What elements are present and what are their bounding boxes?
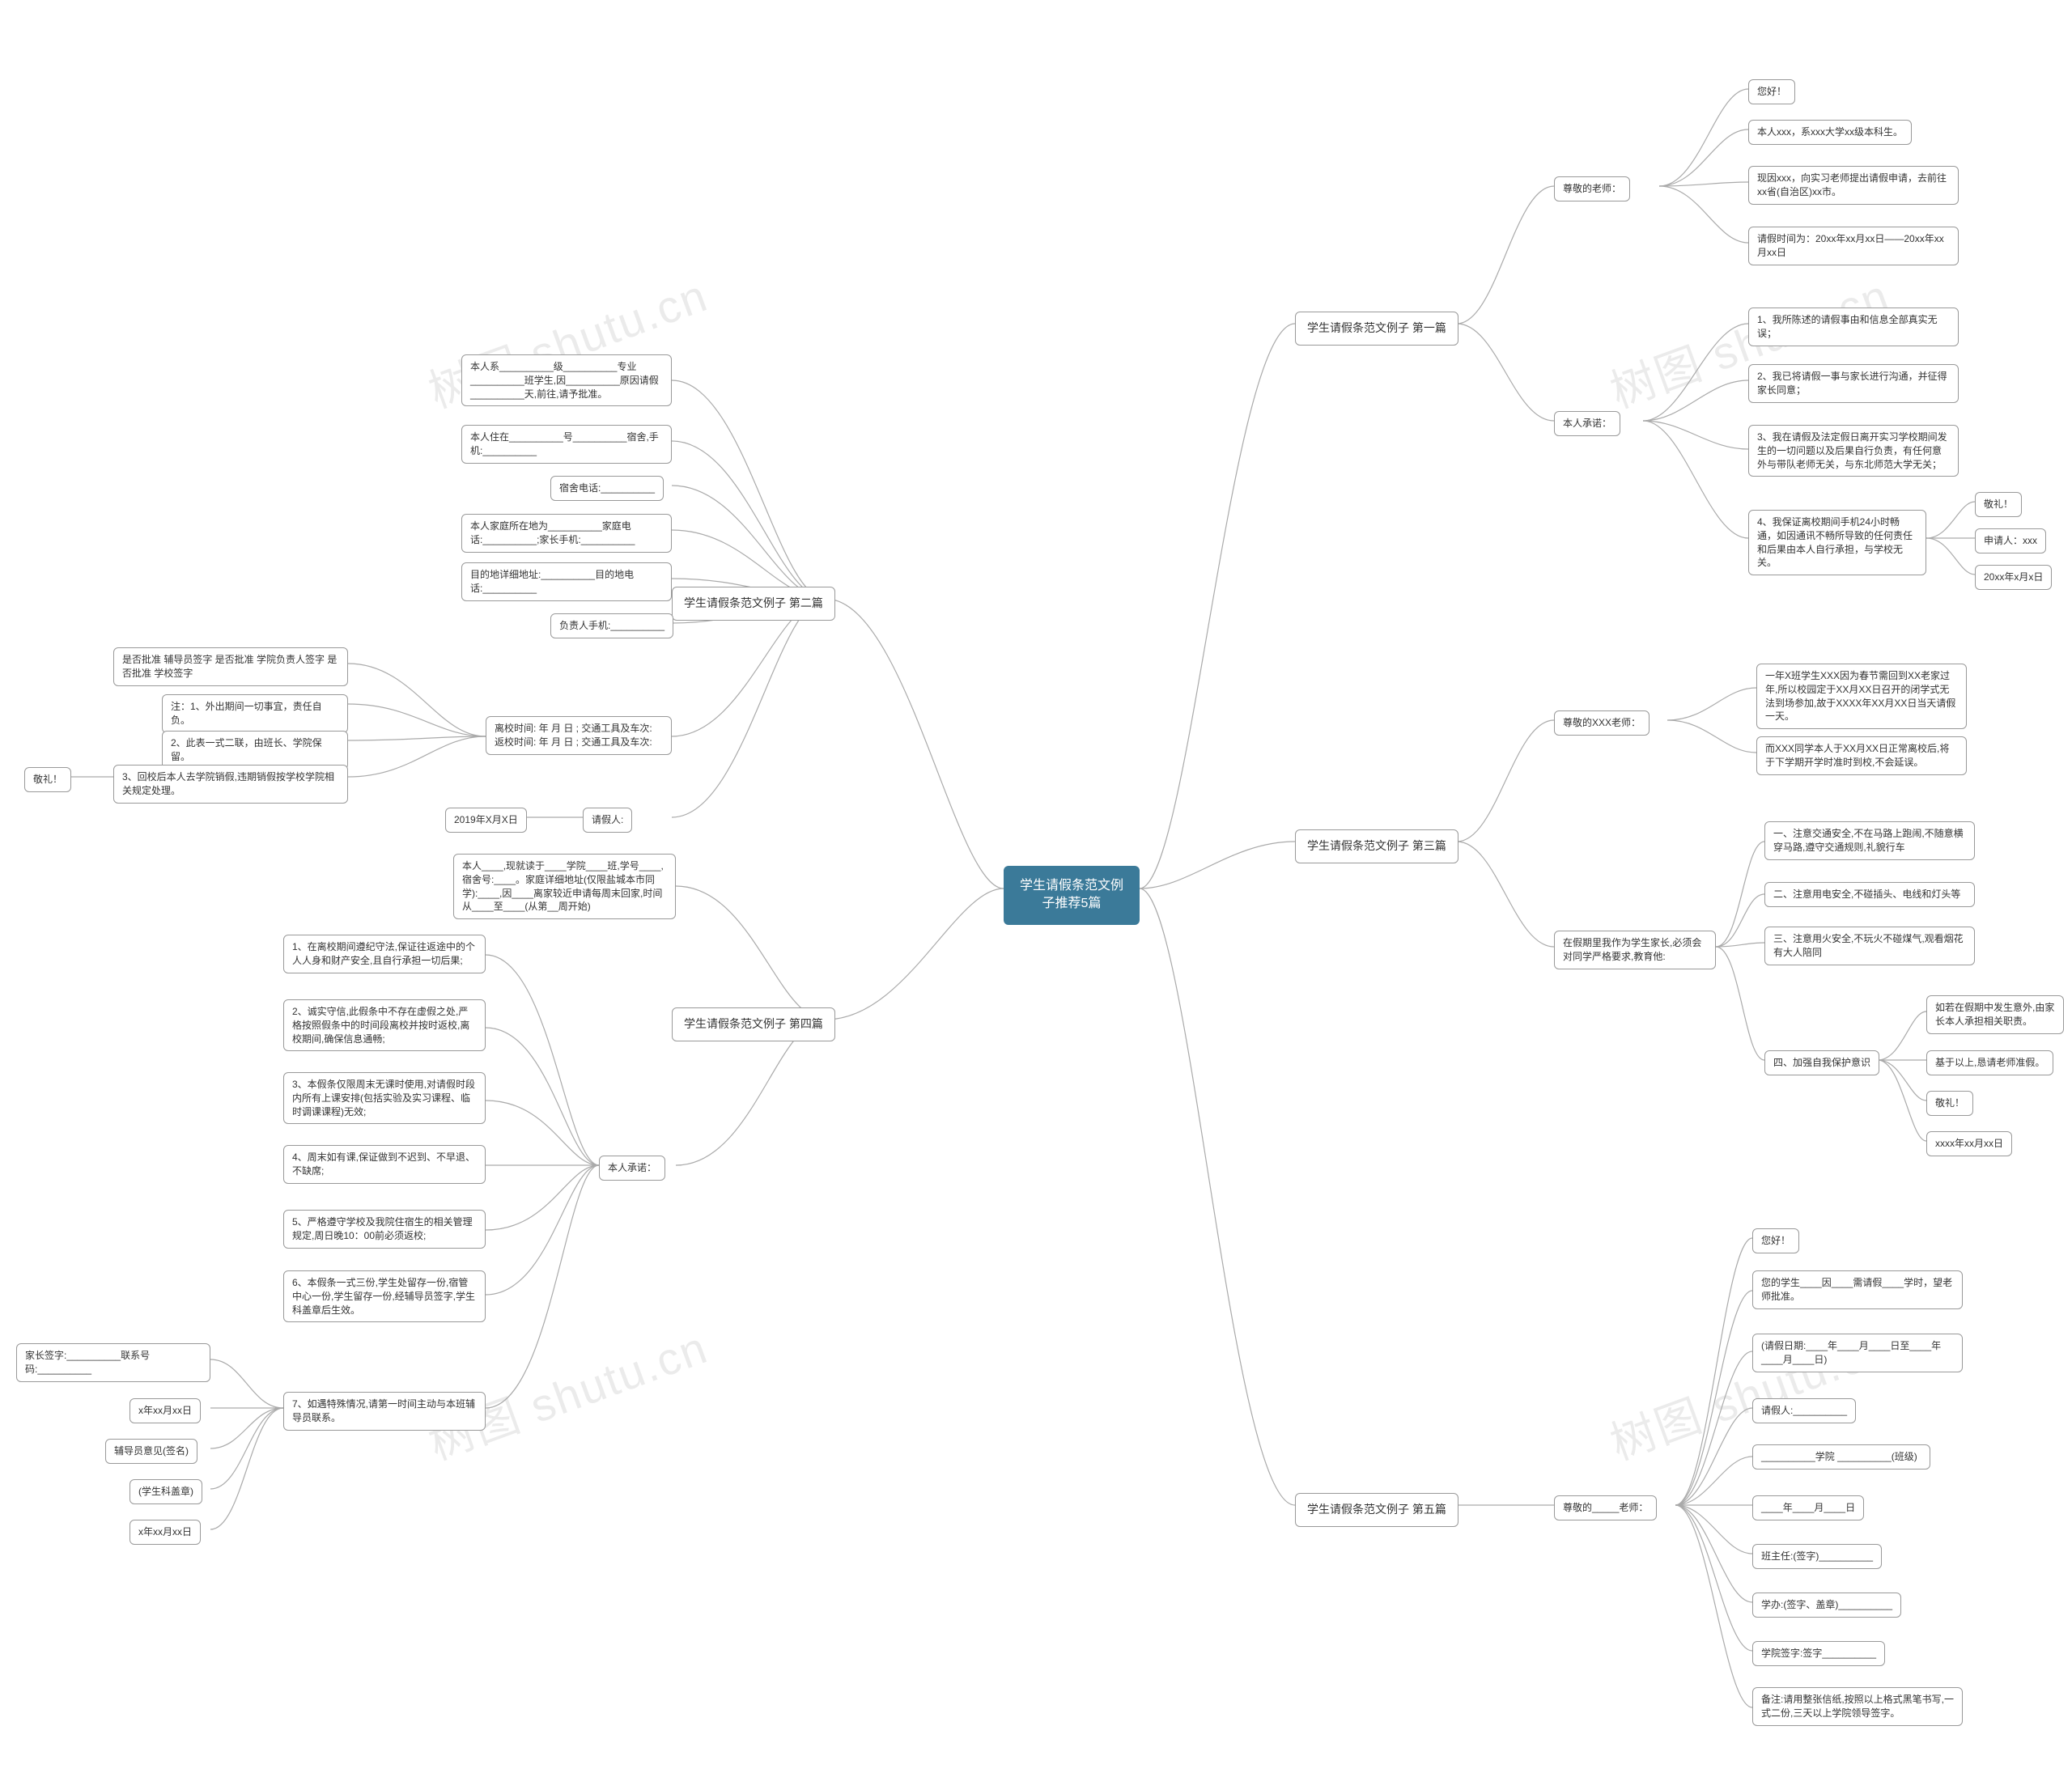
b5-c2: (请假日期:____年____月____日至____年____月____日) xyxy=(1752,1334,1963,1372)
b3-n1-c0: 一年X班学生XXX因为春节需回到XX老家过年,所以校园定于XX月XX日召开的闭学… xyxy=(1756,664,1967,729)
b4-intro: 本人____,现就读于____学院____班,学号____,宿舍号:____。家… xyxy=(453,854,676,919)
b4-n7-c1: 家长签字:__________联系号码:__________ xyxy=(16,1343,210,1382)
b2-leave-c2-1: 2、此表一式二联，由班长、学院保留。 xyxy=(162,731,348,770)
b4-promise: 本人承诺： xyxy=(599,1156,665,1181)
b2-app-c0: 2019年X月X日 xyxy=(445,808,527,833)
b1-n4-c0: 敬礼！ xyxy=(1975,492,2022,517)
b1-n4-c1: 申请人：xxx xyxy=(1975,528,2046,553)
b2-app: 请假人: xyxy=(583,808,632,833)
b4-n7-c4: x年xx月xx日 xyxy=(130,1520,201,1545)
b1-n4-c2: 20xx年x月x日 xyxy=(1975,565,2052,590)
b5-c7: 学办:(签字、盖章)__________ xyxy=(1752,1593,1901,1618)
b1-n1-c0: 您好！ xyxy=(1748,79,1795,104)
b2-leave-c1: 是否批准 辅导员签字 是否批准 学院负责人签字 是否批准 学校签字 xyxy=(113,647,348,686)
b2-leave-c2-0: 注：1、外出期间一切事宜，责任自负。 xyxy=(162,694,348,733)
b3-n4-c2: 敬礼！ xyxy=(1926,1091,1973,1116)
b1-teacher: 尊敬的老师： xyxy=(1554,176,1630,201)
b4-n7-c0: x年xx月xx日 xyxy=(130,1398,201,1423)
b5-c3: 请假人:__________ xyxy=(1752,1398,1856,1423)
b3-n4: 四、加强自我保护意识 xyxy=(1764,1050,1879,1075)
b1-n1-c1: 本人xxx，系xxx大学xx级本科生。 xyxy=(1748,120,1912,145)
b2-c0: 本人系__________级__________专业__________班学生,… xyxy=(461,354,672,406)
b4-c3: 4、周末如有课,保证做到不迟到、不早退、不缺席; xyxy=(283,1145,486,1184)
b4-n7-c3: (学生科盖章) xyxy=(130,1479,202,1504)
b3-n2-c0: 一、注意交通安全,不在马路上跑闹,不随意横穿马路,遵守交通规则,礼貌行车 xyxy=(1764,821,1975,860)
b1-n2-n4: 4、我保证离校期间手机24小时畅通，如因通讯不畅所导致的任何责任和后果由本人自行… xyxy=(1748,510,1926,575)
root-node: 学生请假条范文例子推荐5篇 xyxy=(1004,866,1140,925)
b3-n4-c0: 如若在假期中发生意外,由家长本人承担相关职责。 xyxy=(1926,995,2064,1034)
b3-n4-c1: 基于以上,恳请老师准假。 xyxy=(1926,1050,2053,1075)
b2-c4: 目的地详细地址:__________目的地电话:__________ xyxy=(461,562,672,601)
b5-c0: 您好！ xyxy=(1752,1228,1799,1253)
b3-teacher: 尊敬的XXX老师： xyxy=(1554,710,1650,736)
b4-n7-c2: 辅导员意见(签名) xyxy=(105,1439,197,1464)
b4-c1: 2、诚实守信,此假条中不存在虚假之处,严格按照假条中的时间段离校并按时返校,离校… xyxy=(283,999,486,1051)
b1-n2-c0: 1、我所陈述的请假事由和信息全部真实无误； xyxy=(1748,307,1959,346)
b1-promise: 本人承诺： xyxy=(1554,411,1620,436)
b3-n2-c1: 二、注意用电安全,不碰插头、电线和灯头等 xyxy=(1764,882,1975,907)
b2-leave-c3-c0: 敬礼！ xyxy=(24,767,71,792)
branch-5: 学生请假条范文例子 第五篇 xyxy=(1295,1493,1458,1527)
b3-n1-c1: 而XXX同学本人于XX月XX日正常离校后,将于下学期开学时准时到校,不会延误。 xyxy=(1756,736,1967,775)
b4-c5: 6、本假条一式三份,学生处留存一份,宿管中心一份,学生留存一份,经辅导员签字,学… xyxy=(283,1270,486,1322)
b5-c6: 班主任:(签字)__________ xyxy=(1752,1544,1882,1569)
b1-n1-c3: 请假时间为：20xx年xx月xx日——20xx年xx月xx日 xyxy=(1748,227,1959,265)
b5-c9: 备注:请用整张信纸,按照以上格式黑笔书写,一式二份,三天以上学院领导签字。 xyxy=(1752,1687,1963,1726)
b3-parent: 在假期里我作为学生家长,必须会对同学严格要求,教育他: xyxy=(1554,931,1716,969)
b1-n1-c2: 现因xxx，向实习老师提出请假申请，去前往xx省(自治区)xx市。 xyxy=(1748,166,1959,205)
b3-n2-c2: 三、注意用火安全,不玩火不碰煤气,观看烟花有大人陪同 xyxy=(1764,927,1975,965)
b2-c3: 本人家庭所在地为__________家庭电话:__________;家长手机:_… xyxy=(461,514,672,553)
b2-leave: 离校时间: 年 月 日 ; 交通工具及车次: 返校时间: 年 月 日 ; 交通工… xyxy=(486,716,672,755)
b4-c4: 5、严格遵守学校及我院住宿生的相关管理规定,周日晚10：00前必须返校; xyxy=(283,1210,486,1249)
b4-c2: 3、本假条仅限周末无课时使用,对请假时段内所有上课安排(包括实验及实习课程、临时… xyxy=(283,1072,486,1124)
b5-c5: ____年____月____日 xyxy=(1752,1495,1864,1520)
b4-c0: 1、在离校期间遵纪守法,保证往返途中的个人人身和财产安全,且自行承担一切后果; xyxy=(283,935,486,973)
b2-leave-c3: 3、回校后本人去学院销假,违期销假按学校学院相关规定处理。 xyxy=(113,765,348,804)
b5-teacher: 尊敬的_____老师： xyxy=(1554,1495,1657,1520)
branch-1: 学生请假条范文例子 第一篇 xyxy=(1295,312,1458,346)
b2-c1: 本人住在__________号__________宿舍,手机:_________… xyxy=(461,425,672,464)
b4-n7: 7、如遇特殊情况,请第一时间主动与本班辅导员联系。 xyxy=(283,1392,486,1431)
b5-c8: 学院签字:签字__________ xyxy=(1752,1641,1885,1666)
b5-c1: 您的学生____因____需请假____学时，望老师批准。 xyxy=(1752,1270,1963,1309)
b2-c2: 宿舍电话:__________ xyxy=(550,476,664,501)
b2-c5: 负责人手机:__________ xyxy=(550,613,673,638)
branch-4: 学生请假条范文例子 第四篇 xyxy=(672,1007,835,1041)
b1-n2-c1: 2、我已将请假一事与家长进行沟通，并征得家长同意； xyxy=(1748,364,1959,403)
b5-c4: __________学院 __________(班级) xyxy=(1752,1444,1930,1470)
b1-n2-c2: 3、我在请假及法定假日离开实习学校期间发生的一切问题以及后果自行负责，有任何意外… xyxy=(1748,425,1959,477)
b3-n4-c3: xxxx年xx月xx日 xyxy=(1926,1131,2012,1156)
branch-2: 学生请假条范文例子 第二篇 xyxy=(672,587,835,621)
branch-3: 学生请假条范文例子 第三篇 xyxy=(1295,829,1458,863)
